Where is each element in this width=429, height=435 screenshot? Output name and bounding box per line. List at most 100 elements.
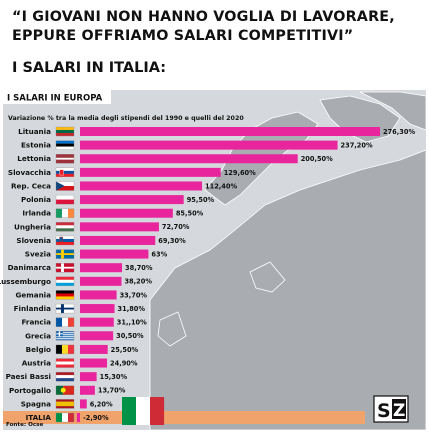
- value-label: 33,70%: [120, 291, 148, 299]
- bar: [80, 331, 114, 341]
- bar: [76, 413, 80, 423]
- bar: [80, 290, 117, 300]
- estonia-flag-icon: [55, 140, 75, 150]
- map-land-shape: [157, 311, 187, 347]
- bar: [80, 208, 173, 218]
- map-land-shape: [359, 91, 427, 131]
- value-label: 30,50%: [116, 332, 144, 340]
- category-label: Slovenia: [16, 236, 51, 245]
- slovenia-flag-icon: [55, 235, 75, 246]
- category-label: ITALIA: [26, 413, 52, 422]
- highlight-band: [3, 411, 365, 425]
- bar: [80, 127, 380, 136]
- bar: [80, 317, 114, 327]
- greece-flag-icon: [55, 331, 75, 341]
- labels-group: I SALARI IN EUROPA Variazione % tra la me…: [0, 94, 415, 429]
- category-label: Lettonia: [17, 154, 51, 163]
- value-label: -2,90%: [83, 414, 109, 422]
- portugal-flag-icon: [55, 385, 75, 395]
- bar: [80, 358, 108, 368]
- italy-large-flag-icon: [122, 397, 165, 425]
- map-land-shape: [149, 149, 427, 431]
- austria-flag-icon: [55, 358, 75, 368]
- headline-line-2: EPPURE OFFRIAMO SALARI COMPETITIVI”: [12, 28, 354, 44]
- value-label: 95,50%: [187, 196, 215, 204]
- value-label: 38,20%: [124, 278, 152, 286]
- value-label: 276,30%: [383, 128, 415, 136]
- bar: [80, 181, 203, 191]
- france-flag-icon: [55, 317, 75, 327]
- category-label: Svezia: [25, 250, 51, 259]
- value-label: 237,20%: [341, 142, 373, 150]
- poland-flag-icon: [55, 194, 75, 205]
- category-label: Grecia: [25, 331, 51, 340]
- category-label: Polonia: [21, 195, 51, 204]
- category-label: Lussemburgo: [0, 277, 51, 286]
- category-label: Austria: [22, 359, 51, 368]
- bar: [80, 399, 87, 409]
- sweden-flag-icon: [55, 249, 75, 259]
- headline-line-1: “I GIOVANI NON HANNO VOGLIA DI LAVORARE,: [12, 9, 395, 25]
- bar: [80, 249, 149, 259]
- value-label: 31,,10%: [117, 319, 147, 327]
- value-label: 15,30%: [100, 373, 128, 381]
- italy-flag-icon: [55, 412, 75, 423]
- value-label: 129,60%: [224, 169, 256, 177]
- map-land-shape: [249, 261, 286, 293]
- finland-flag-icon: [55, 303, 75, 314]
- category-label: Ungheria: [14, 222, 51, 231]
- value-label: 69,30%: [158, 237, 186, 245]
- germany-flag-icon: [55, 290, 75, 300]
- denmark-flag-icon: [55, 263, 75, 273]
- value-label: 31,80%: [118, 305, 146, 313]
- bar: [80, 385, 95, 395]
- chart-subtitle: Variazione % tra la media degli stipendi…: [8, 115, 244, 122]
- category-label: Belgio: [26, 345, 51, 354]
- value-label: 6,20%: [90, 400, 113, 408]
- bar: [80, 263, 123, 273]
- bars-group: [76, 127, 380, 423]
- category-label: Francia: [21, 318, 51, 327]
- czechia-flag-icon: [55, 181, 75, 191]
- logo-text-accent: Z: [393, 401, 405, 421]
- value-label: 63%: [151, 250, 167, 258]
- slovakia-flag-icon: [55, 167, 75, 178]
- value-label: 85,50%: [176, 210, 204, 218]
- bar: [80, 372, 97, 382]
- value-label: 200,50%: [301, 155, 333, 163]
- bar: [80, 235, 156, 245]
- category-label: Paesi Bassi: [6, 372, 51, 381]
- category-label: Danimarca: [8, 263, 52, 272]
- logo-text: S: [377, 400, 391, 422]
- chart-title: I SALARI IN EUROPA: [7, 94, 103, 104]
- ireland-flag-icon: [55, 208, 75, 218]
- value-label: 38,70%: [125, 264, 153, 272]
- netherlands-flag-icon: [55, 372, 75, 382]
- bar: [80, 140, 338, 150]
- category-label: Spagna: [21, 399, 51, 408]
- category-label: Irlanda: [22, 209, 51, 218]
- subheading: I SALARI IN ITALIA:: [12, 60, 167, 76]
- bar: [80, 304, 115, 314]
- category-label: Slovacchia: [8, 168, 51, 177]
- category-label: Gemania: [15, 290, 51, 299]
- category-label: Lituania: [18, 127, 51, 136]
- value-label: 72,70%: [162, 223, 190, 231]
- bar: [80, 222, 159, 232]
- hungary-flag-icon: [55, 222, 75, 232]
- bar: [80, 167, 221, 177]
- category-label: Portogallo: [9, 386, 51, 395]
- bar: [80, 344, 108, 354]
- category-label: Rep. Ceca: [11, 181, 51, 190]
- luxembourg-flag-icon: [55, 276, 75, 286]
- value-label: 112,40%: [205, 182, 237, 190]
- source-note: Fonte: Ocse: [6, 422, 43, 428]
- bar: [80, 154, 298, 164]
- bar: [80, 276, 122, 286]
- value-label: 25,50%: [111, 346, 139, 354]
- category-label: Estonia: [21, 141, 51, 150]
